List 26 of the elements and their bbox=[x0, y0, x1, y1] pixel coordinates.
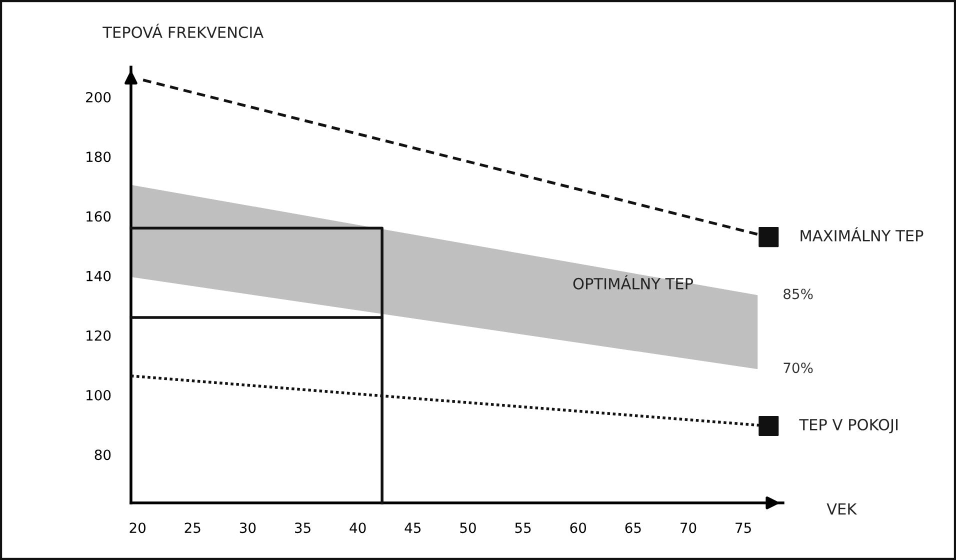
x-tick-label: 30 bbox=[240, 522, 256, 534]
x-tick-label: 25 bbox=[184, 522, 200, 534]
series-label: TEP V POKOJI bbox=[799, 418, 898, 434]
x-tick-label: 20 bbox=[130, 522, 146, 534]
x-tick-label: 35 bbox=[295, 522, 310, 534]
x-tick-label: 60 bbox=[570, 522, 586, 534]
y-tick-label: 200 bbox=[86, 92, 111, 102]
y-tick-label: 180 bbox=[86, 152, 111, 162]
x-tick-label: 70 bbox=[680, 522, 696, 534]
annotation: 85% bbox=[784, 288, 813, 300]
y-tick-label: 160 bbox=[86, 211, 111, 222]
x-tick-label: 65 bbox=[625, 522, 641, 534]
y-tick-label: 100 bbox=[86, 390, 111, 400]
y-tick-label: 80 bbox=[94, 450, 111, 460]
series-label: MAXIMÁLNY TEP bbox=[800, 227, 924, 242]
x-axis-title: VEK bbox=[826, 503, 858, 514]
x-tick-label: 40 bbox=[350, 522, 366, 534]
y-tick-label: 140 bbox=[86, 270, 111, 282]
y-tick-label: 120 bbox=[86, 330, 111, 341]
annotation: OPTIMÁLNY TEP bbox=[573, 275, 694, 290]
x-tick-label: 45 bbox=[404, 522, 421, 534]
y-axis-title: TEPOVÁ FREKVENCIA bbox=[102, 24, 264, 38]
x-tick-label: 75 bbox=[736, 522, 751, 534]
x-tick-label: 50 bbox=[460, 522, 476, 534]
annotation: 70% bbox=[784, 362, 813, 374]
x-tick-label: 55 bbox=[515, 522, 531, 534]
